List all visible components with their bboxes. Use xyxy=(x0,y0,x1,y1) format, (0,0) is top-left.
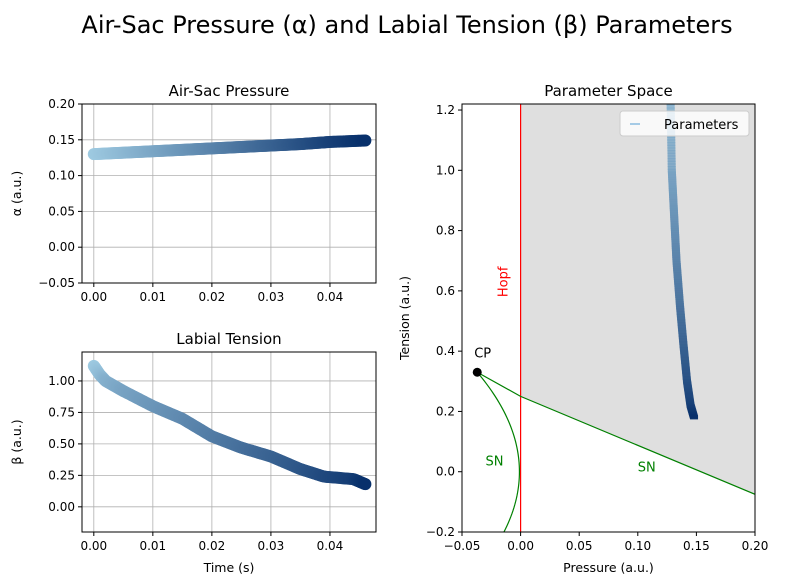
axes-title: Air-Sac Pressure xyxy=(169,82,290,100)
legend: Parameters xyxy=(619,110,750,137)
x-tick-label: 0.02 xyxy=(199,290,226,304)
y-tick-label: 0.2 xyxy=(436,404,455,418)
cp-point xyxy=(472,367,482,377)
y-tick-label: 0.4 xyxy=(436,344,455,358)
parameter-point xyxy=(690,415,699,420)
x-axis-label: Pressure (a.u.) xyxy=(563,560,654,575)
y-axis-label: α (a.u.) xyxy=(9,171,24,217)
x-tick-label: 0.02 xyxy=(199,539,226,553)
y-axis-label: Tension (a.u.) xyxy=(397,276,412,361)
x-tick-label: 0.01 xyxy=(139,290,166,304)
parameter-point xyxy=(667,136,676,141)
x-tick-label: 0.00 xyxy=(80,539,107,553)
axes-frame xyxy=(81,103,377,284)
parameter-point xyxy=(667,165,676,170)
parameter-point xyxy=(667,163,676,168)
parameter-point xyxy=(666,107,675,112)
x-tick-label: 0.10 xyxy=(624,539,651,553)
y-tick-label: 0.15 xyxy=(48,133,75,147)
axes-0: 0.00 0.01 0.02 0.03 0.04 −0.05 0.00 0.05 0.10 0.1… xyxy=(9,82,377,304)
x-axis-label: Time (s) xyxy=(203,560,255,575)
x-tick-label: 0.03 xyxy=(258,539,285,553)
axes-1: 0.00 0.01 0.02 0.03 0.04 0.00 0.25 0.50 0.75 1.00… xyxy=(9,330,377,575)
x-tick-label: 0.20 xyxy=(742,539,769,553)
y-tick-label: 1.2 xyxy=(436,103,455,117)
parameter-point xyxy=(666,104,675,109)
parameter-point xyxy=(667,139,676,144)
cp-label: CP xyxy=(474,346,491,361)
axes-frame xyxy=(81,351,377,533)
sn-label: SN xyxy=(638,461,656,476)
y-tick-label: 0.50 xyxy=(48,437,75,451)
parameter-point xyxy=(667,160,676,165)
y-tick-label: −0.05 xyxy=(38,276,75,290)
parameter-point xyxy=(667,144,676,149)
x-tick-label: −0.05 xyxy=(444,539,481,553)
parameter-point xyxy=(667,149,676,154)
axes-title: Labial Tension xyxy=(176,330,281,348)
y-tick-label: −0.2 xyxy=(426,525,455,539)
sn-upper-curve xyxy=(476,371,755,495)
x-tick-label: 0.04 xyxy=(317,539,344,553)
parameter-point xyxy=(667,155,676,160)
sn-lower-curve xyxy=(476,371,521,532)
shaded-region xyxy=(520,104,755,495)
parameter-point xyxy=(667,152,676,157)
y-tick-label: 1.0 xyxy=(436,163,455,177)
parameter-point xyxy=(667,141,676,146)
data-point xyxy=(359,478,372,491)
y-tick-label: 0.00 xyxy=(48,240,75,254)
hopf-label: Hopf xyxy=(497,266,512,297)
y-tick-label: 0.75 xyxy=(48,405,75,419)
y-tick-label: 0.25 xyxy=(48,468,75,482)
y-tick-label: 0.00 xyxy=(48,500,75,514)
y-tick-label: 0.8 xyxy=(436,224,455,238)
axes-2: CP Hopf SN SN Parameters −0.05 0.00 0.05 0.10 0.1… xyxy=(397,82,768,575)
y-tick-label: 0.10 xyxy=(48,169,75,183)
data-point xyxy=(359,134,372,147)
x-tick-label: 0.05 xyxy=(566,539,593,553)
legend-box xyxy=(619,110,750,137)
y-tick-label: 0.20 xyxy=(48,97,75,111)
parameter-point xyxy=(667,157,676,162)
x-tick-label: 0.03 xyxy=(258,290,285,304)
x-tick-label: 0.04 xyxy=(317,290,344,304)
x-tick-label: 0.01 xyxy=(139,539,166,553)
x-tick-label: 0.15 xyxy=(683,539,710,553)
x-tick-label: 0.00 xyxy=(507,539,534,553)
legend-label: Parameters xyxy=(664,118,739,133)
y-tick-label: 0.0 xyxy=(436,465,455,479)
axes-title: Parameter Space xyxy=(544,82,673,100)
axes-frame xyxy=(461,103,756,533)
y-tick-label: 0.05 xyxy=(48,204,75,218)
y-axis-label: β (a.u.) xyxy=(9,419,24,464)
y-tick-label: 1.00 xyxy=(48,374,75,388)
y-tick-label: 0.6 xyxy=(436,284,455,298)
parameter-point xyxy=(667,147,676,152)
sn-label: SN xyxy=(485,455,503,470)
x-tick-label: 0.00 xyxy=(80,290,107,304)
suptitle: Air-Sac Pressure (α) and Labial Tension … xyxy=(81,11,732,39)
